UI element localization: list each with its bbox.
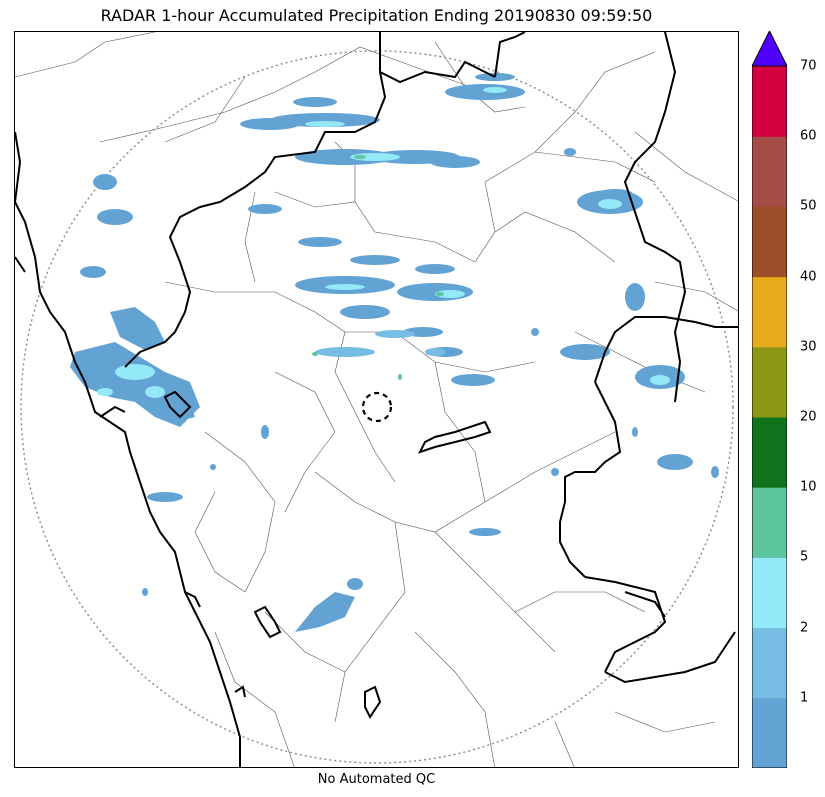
precipitation-echoes xyxy=(70,73,719,632)
colorbar-band xyxy=(752,346,787,418)
colorbar-tick-label: 1 xyxy=(800,690,809,706)
colorbar-bands xyxy=(752,66,787,768)
colorbar-tick-label: 20 xyxy=(800,409,817,425)
colorbar-tick-label: 10 xyxy=(800,479,817,495)
colorbar-tick-label: 40 xyxy=(800,269,817,285)
colorbar-band xyxy=(752,66,787,137)
state-boundaries xyxy=(15,32,738,767)
map-title: RADAR 1-hour Accumulated Precipitation E… xyxy=(100,6,653,25)
colorbar-frame xyxy=(752,65,787,768)
radar-range-ring xyxy=(20,50,734,764)
colorbar-band xyxy=(752,206,787,278)
colorbar-extend-arrow xyxy=(752,31,787,67)
colorbar-tick-label: 2 xyxy=(800,620,809,636)
colorbar-band xyxy=(752,627,787,699)
colorbar-tick-label: 60 xyxy=(800,128,817,144)
colorbar-band xyxy=(752,276,787,348)
colorbar-band xyxy=(752,697,787,768)
colorbar-band xyxy=(752,136,787,207)
qc-status-note: No Automated QC xyxy=(317,772,436,787)
radar-map xyxy=(14,31,739,768)
colorbar xyxy=(752,31,787,768)
radar-site-marker xyxy=(361,391,393,423)
district-boundaries xyxy=(15,32,738,767)
map-canvas xyxy=(15,32,738,767)
colorbar-tick-label: 70 xyxy=(800,58,817,74)
colorbar-tick-label: 30 xyxy=(800,339,817,355)
colorbar-tick-label: 50 xyxy=(800,198,817,214)
colorbar-band xyxy=(752,487,787,558)
colorbar-band xyxy=(752,557,787,629)
colorbar-tick-label: 5 xyxy=(800,549,809,565)
colorbar-band xyxy=(752,417,787,488)
